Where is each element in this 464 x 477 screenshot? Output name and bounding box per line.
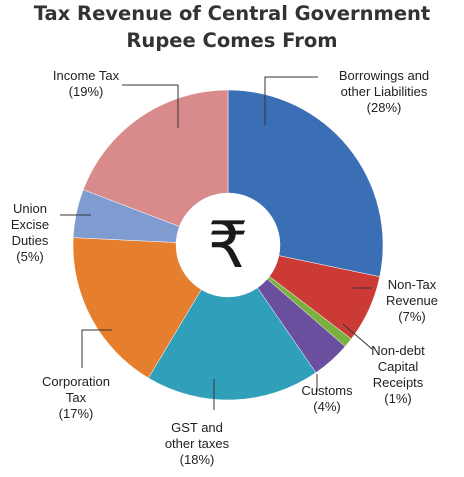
- slice-label-borrowings-and-other-liabilities: Borrowings and other Liabilities (28%): [339, 68, 429, 115]
- rupee-symbol-icon: ₹: [208, 209, 249, 283]
- slice-label-customs: Customs (4%): [301, 383, 353, 414]
- chart-title-line-1: Tax Revenue of Central Government: [33, 2, 431, 25]
- slice-label-gst-and-other-taxes: GST and other taxes (18%): [165, 420, 230, 467]
- pie-slice-income-tax: [82, 89, 229, 227]
- slice-label-corporation-tax: Corporation Tax (17%): [42, 374, 110, 421]
- leader-line-non-debt-capital-receipts: [342, 323, 373, 350]
- leader-line-income-tax: [122, 84, 179, 128]
- chart-title-line-2: Rupee Comes From: [126, 29, 338, 52]
- leader-line-corporation-tax: [81, 329, 112, 368]
- chart-title: Tax Revenue of Central Government Rupee …: [0, 0, 464, 54]
- leader-line-borrowings-and-other-liabilities: [264, 76, 318, 125]
- pie-slice-borrowings-and-other-liabilities: [227, 89, 384, 278]
- slice-label-non-debt-capital-receipts: Non-debt Capital Receipts (1%): [371, 343, 425, 406]
- slice-label-income-tax: Income Tax (19%): [53, 68, 120, 99]
- slice-label-union-excise-duties: Union Excise Duties (5%): [11, 201, 49, 264]
- pie-slice-gst-and-other-taxes: [148, 287, 317, 401]
- pie-slice-corporation-tax: [72, 237, 202, 379]
- slice-label-non-tax-revenue: Non-Tax Revenue (7%): [386, 277, 438, 324]
